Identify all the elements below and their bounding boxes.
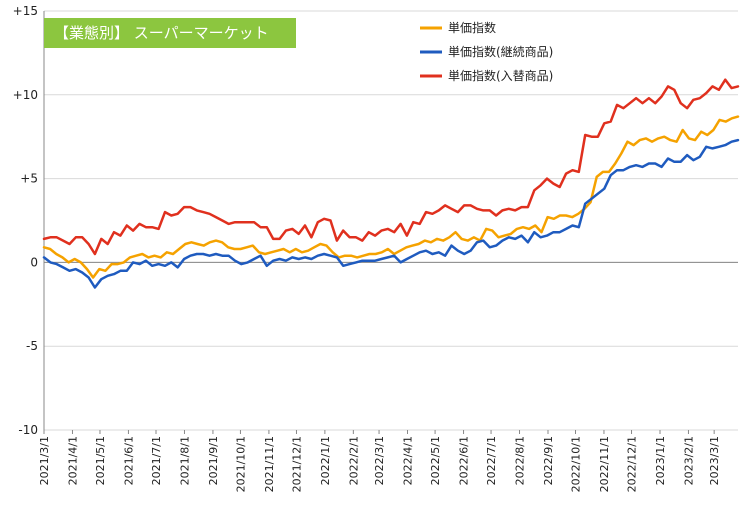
y-tick-label: 0 [30,255,38,269]
y-tick-label: -10 [18,423,38,437]
series-line-0 [42,115,740,279]
x-tick-label: 2022/6/1 [458,436,471,485]
x-tick-label: 2021/9/1 [207,436,220,485]
x-tick-label: 2023/3/1 [708,436,721,485]
y-tick-label: -5 [26,339,38,353]
x-tick-label: 2022/8/1 [514,436,527,485]
chart-title: 【業態別】 スーパーマーケット [44,18,296,48]
x-tick-label: 2021/6/1 [122,436,135,485]
x-tick-label: 2023/1/1 [654,436,667,485]
x-tick-label: 2021/3/1 [38,436,51,485]
x-tick-label: 2021/10/1 [234,436,247,492]
x-tick-label: 2022/10/1 [569,436,582,492]
axes [43,11,738,434]
y-tick-label: +15 [13,4,38,18]
x-tick-label: 2021/11/1 [263,436,276,492]
y-tick-labels: +15 +10 +5 0 -5 -10 [13,4,38,437]
x-tick-label: 2022/3/1 [373,436,386,485]
legend-label-0: 単価指数 [448,20,496,35]
x-tick-label: 2022/11/1 [598,436,611,492]
y-tick-label: +5 [20,172,38,186]
series-line-2 [42,78,740,256]
y-tick-label: +10 [13,88,38,102]
x-tick-label: 2022/9/1 [542,436,555,485]
legend-label-1: 単価指数(継続商品) [448,44,553,59]
x-tick-label: 2022/2/1 [347,436,360,485]
x-tick-label: 2022/5/1 [429,436,442,485]
legend-label-2: 単価指数(入替商品) [448,68,553,83]
series-line-1 [42,138,740,289]
x-tick-label: 2022/1/1 [319,436,332,485]
series-lines [42,78,740,289]
x-tick-label: 2021/7/1 [150,436,163,485]
x-tick-label: 2021/8/1 [178,436,191,485]
x-tick-labels: 2021/3/1 2021/4/1 2021/5/1 2021/6/1 2021/7/1… [38,436,721,492]
grid-lines [44,10,738,431]
x-tick-label: 2021/12/1 [290,436,303,492]
x-tick-label: 2022/4/1 [402,436,415,485]
x-tick-label: 2022/12/1 [626,436,639,492]
x-tick-label: 2023/2/1 [682,436,695,485]
x-tick-label: 2021/4/1 [66,436,79,485]
x-tick-label: 2021/5/1 [94,436,107,485]
x-tick-label: 2022/7/1 [485,436,498,485]
